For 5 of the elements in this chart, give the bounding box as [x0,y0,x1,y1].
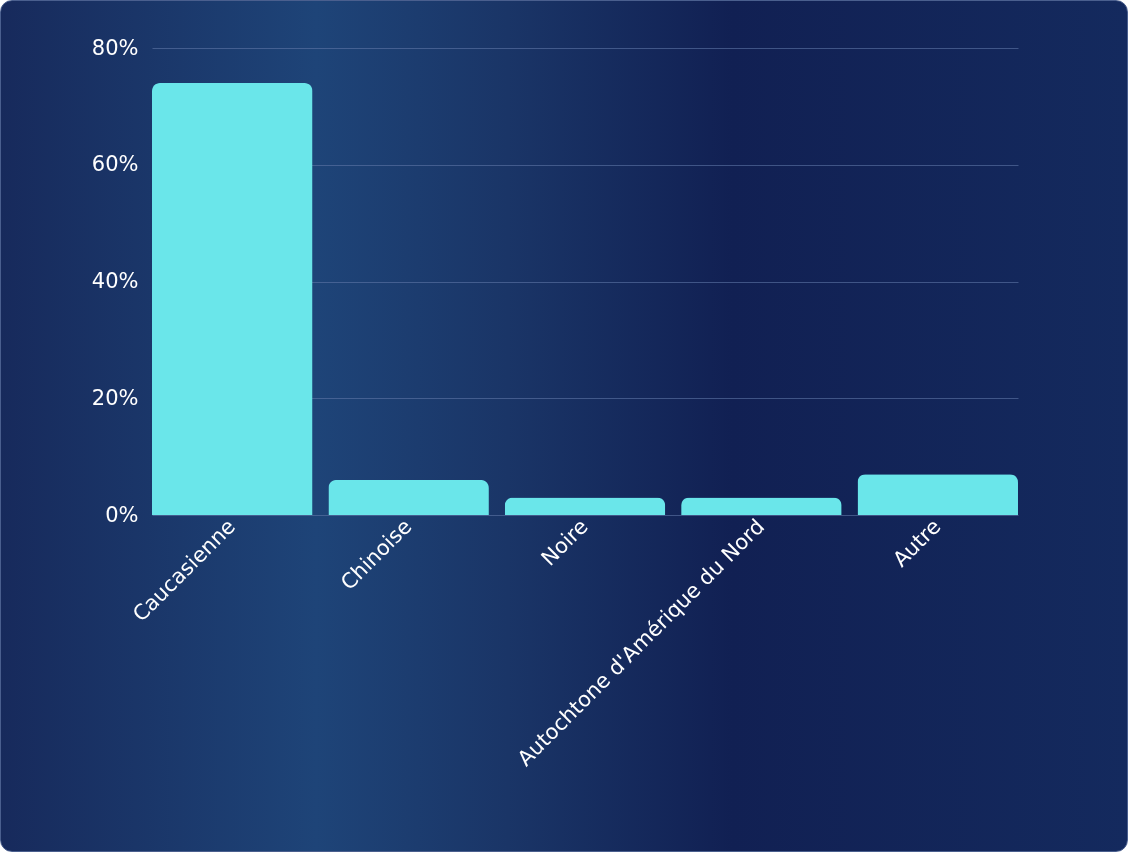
y-tick-label: 80% [91,35,139,60]
y-tick-label: 20% [91,385,139,410]
y-tick-label: 40% [91,269,139,293]
y-tick-label: 0% [105,502,139,527]
y-tick-label: 60% [91,152,139,177]
